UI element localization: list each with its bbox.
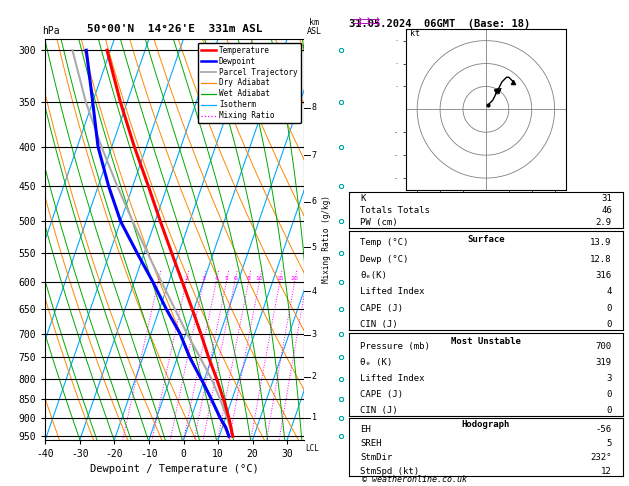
Text: 8: 8 bbox=[247, 276, 251, 281]
Text: 0: 0 bbox=[606, 406, 612, 415]
Text: 3: 3 bbox=[606, 374, 612, 383]
Text: StmDir: StmDir bbox=[360, 453, 392, 462]
Text: 46: 46 bbox=[601, 206, 612, 215]
Text: K: K bbox=[360, 193, 365, 203]
Text: Hodograph: Hodograph bbox=[462, 420, 510, 429]
Text: 8: 8 bbox=[312, 103, 317, 112]
Text: PW (cm): PW (cm) bbox=[360, 218, 398, 227]
Text: EH: EH bbox=[360, 425, 370, 434]
Text: © weatheronline.co.uk: © weatheronline.co.uk bbox=[362, 474, 467, 484]
Text: kt: kt bbox=[410, 29, 420, 38]
Text: hPa: hPa bbox=[42, 26, 60, 36]
Text: -56: -56 bbox=[596, 425, 612, 434]
Text: CAPE (J): CAPE (J) bbox=[360, 390, 403, 399]
Text: 12.8: 12.8 bbox=[590, 255, 612, 263]
Text: 0: 0 bbox=[606, 390, 612, 399]
Text: 700: 700 bbox=[596, 342, 612, 350]
Text: CAPE (J): CAPE (J) bbox=[360, 304, 403, 312]
Text: 10: 10 bbox=[256, 276, 264, 281]
Text: 4: 4 bbox=[606, 287, 612, 296]
Text: 6: 6 bbox=[312, 197, 317, 207]
Text: 1: 1 bbox=[157, 276, 160, 281]
Text: 0: 0 bbox=[606, 304, 612, 312]
Text: CIN (J): CIN (J) bbox=[360, 406, 398, 415]
Text: 7: 7 bbox=[312, 151, 317, 160]
X-axis label: Dewpoint / Temperature (°C): Dewpoint / Temperature (°C) bbox=[91, 465, 259, 474]
Text: 319: 319 bbox=[596, 358, 612, 367]
Text: 12: 12 bbox=[601, 467, 612, 476]
Text: θₑ (K): θₑ (K) bbox=[360, 358, 392, 367]
Text: 4: 4 bbox=[214, 276, 218, 281]
Text: 2.9: 2.9 bbox=[596, 218, 612, 227]
Text: 2: 2 bbox=[184, 276, 189, 281]
Text: 316: 316 bbox=[596, 271, 612, 280]
Text: Mixing Ratio (g/kg): Mixing Ratio (g/kg) bbox=[322, 195, 331, 283]
Text: 50°00'N  14°26'E  331m ASL: 50°00'N 14°26'E 331m ASL bbox=[87, 24, 263, 34]
Text: 31: 31 bbox=[601, 193, 612, 203]
Text: 1: 1 bbox=[312, 413, 317, 422]
Text: Pressure (mb): Pressure (mb) bbox=[360, 342, 430, 350]
Text: 0: 0 bbox=[606, 320, 612, 329]
Text: 15: 15 bbox=[276, 276, 284, 281]
Text: Lifted Index: Lifted Index bbox=[360, 287, 425, 296]
Text: θₑ(K): θₑ(K) bbox=[360, 271, 387, 280]
Text: 232°: 232° bbox=[590, 453, 612, 462]
Text: 5: 5 bbox=[606, 439, 612, 448]
Text: Lifted Index: Lifted Index bbox=[360, 374, 425, 383]
Text: CIN (J): CIN (J) bbox=[360, 320, 398, 329]
Text: km
ASL: km ASL bbox=[307, 18, 322, 36]
Legend: Temperature, Dewpoint, Parcel Trajectory, Dry Adiabat, Wet Adiabat, Isotherm, Mi: Temperature, Dewpoint, Parcel Trajectory… bbox=[198, 43, 301, 123]
Text: ⇉⇉⇉: ⇉⇉⇉ bbox=[352, 17, 381, 27]
Text: Most Unstable: Most Unstable bbox=[451, 337, 521, 346]
Text: 13.9: 13.9 bbox=[590, 238, 612, 247]
Text: Totals Totals: Totals Totals bbox=[360, 206, 430, 215]
Text: 20: 20 bbox=[291, 276, 299, 281]
Text: 31.05.2024  06GMT  (Base: 18): 31.05.2024 06GMT (Base: 18) bbox=[349, 19, 530, 30]
Text: LCL: LCL bbox=[306, 444, 320, 453]
Text: Dewp (°C): Dewp (°C) bbox=[360, 255, 408, 263]
Text: 6: 6 bbox=[233, 276, 237, 281]
Text: SREH: SREH bbox=[360, 439, 382, 448]
Text: 4: 4 bbox=[312, 287, 317, 296]
Text: 5: 5 bbox=[312, 243, 317, 252]
Text: 3: 3 bbox=[202, 276, 206, 281]
Text: Surface: Surface bbox=[467, 235, 504, 244]
Text: StmSpd (kt): StmSpd (kt) bbox=[360, 467, 419, 476]
Text: 3: 3 bbox=[312, 330, 317, 339]
Text: Temp (°C): Temp (°C) bbox=[360, 238, 408, 247]
Text: 5: 5 bbox=[225, 276, 228, 281]
Text: 2: 2 bbox=[312, 372, 317, 381]
